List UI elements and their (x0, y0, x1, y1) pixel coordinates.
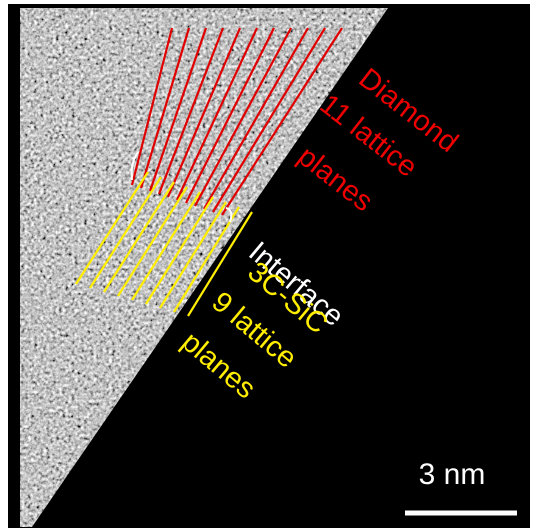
scale-bar-label: 3 nm (419, 458, 486, 491)
micrograph-figure: Diamond 11 lattice planes Interface 3C-S… (0, 0, 535, 532)
